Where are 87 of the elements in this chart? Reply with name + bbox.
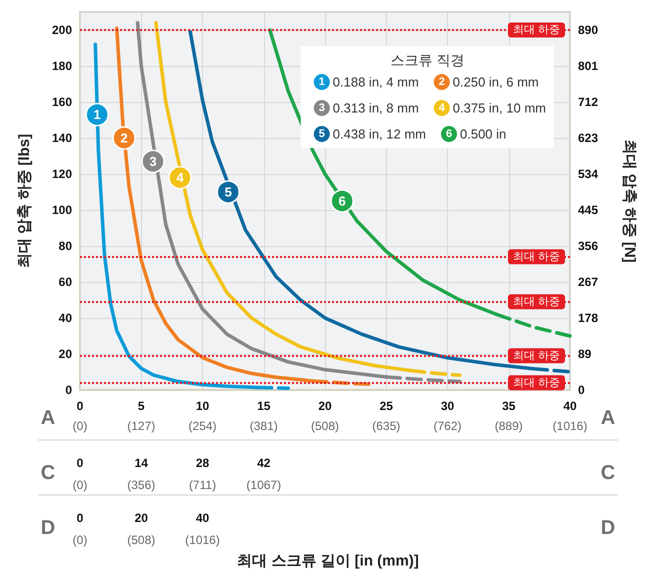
annotation: 3 <box>149 154 157 169</box>
x2-tick-label: (0) <box>72 419 88 433</box>
x-tick-label: 25 <box>380 399 394 413</box>
legend-title: 스크류 직경 <box>390 52 464 68</box>
ref-line-label: 최대 하중 <box>512 250 560 263</box>
annotation: 5 <box>224 184 232 200</box>
x-tick-label: 5 <box>138 399 145 413</box>
ref-line-label: 최대 하중 <box>512 296 560 308</box>
text: 0 <box>76 511 84 525</box>
x2-tick-label: (889) <box>494 419 523 433</box>
text: 28 <box>196 456 210 470</box>
y2-tick-label: 534 <box>578 167 598 181</box>
text: (1067) <box>246 478 282 492</box>
x2-tick-label: (127) <box>127 419 156 433</box>
text: (711) <box>188 478 216 492</box>
y-tick-label: 200 <box>52 23 72 37</box>
y-axis-title: 최대 압축 하중 [lbs] <box>16 134 33 268</box>
text: 5 <box>318 128 325 140</box>
annotation: 4 <box>176 170 184 186</box>
ref-line-label: 최대 하중 <box>512 376 560 389</box>
legend-label: 0.250 in, 6 mm <box>452 74 539 90</box>
y-tick-label: 80 <box>58 239 72 253</box>
text: D <box>600 517 616 539</box>
x-tick-label: 35 <box>502 399 516 413</box>
text: D <box>40 517 56 539</box>
y2-tick-label: 890 <box>578 23 598 37</box>
y2-tick-label: 801 <box>578 59 598 73</box>
y-tick-label: 0 <box>65 383 72 397</box>
text: 2 <box>438 76 445 88</box>
x2-tick-label: (1016) <box>552 419 588 433</box>
legend-label: 0.188 in, 4 mm <box>332 74 419 90</box>
text: 4 <box>438 102 445 114</box>
text: (0) <box>72 533 88 547</box>
annotation: 1 <box>94 107 101 122</box>
text: 40 <box>196 511 210 525</box>
y2-tick-label: 267 <box>578 275 598 289</box>
x-tick-label: 30 <box>440 399 454 413</box>
y2-tick-label: 712 <box>578 95 598 109</box>
x2-tick-label: (381) <box>250 419 278 433</box>
ref-line-label: 최대 하중 <box>512 24 560 36</box>
y2-axis-title: 최대 압축 하중 [N] <box>621 139 638 263</box>
text: 최대 스크류 길이 [in (mm)] <box>237 552 419 570</box>
text: C <box>600 462 616 484</box>
text: (0) <box>72 478 88 492</box>
y2-tick-label: 356 <box>578 239 598 253</box>
annotation: 6 <box>338 194 346 208</box>
annotation: 2 <box>120 130 128 146</box>
text: 3 <box>318 102 325 114</box>
y2-tick-label: 89 <box>578 347 592 361</box>
ref-line-label: 최대 하중 <box>512 350 560 362</box>
y2-tick-label: 0 <box>578 383 585 397</box>
y-tick-label: 20 <box>58 347 72 361</box>
legend-label: 0.500 in <box>460 126 506 142</box>
legend-label: 0.438 in, 12 mm <box>332 126 426 142</box>
y-tick-label: 40 <box>58 311 72 325</box>
y-tick-label: 140 <box>52 131 72 145</box>
x-tick-label: 10 <box>196 399 210 413</box>
x-tick-label: 20 <box>318 399 332 413</box>
text: 42 <box>257 456 271 470</box>
x-tick-label: 0 <box>76 399 84 413</box>
x-tick-label: 40 <box>563 399 577 413</box>
text: A <box>600 407 616 429</box>
y-tick-label: 120 <box>52 167 72 181</box>
y2-tick-label: 445 <box>578 203 598 217</box>
x-tick-label: 15 <box>257 399 271 413</box>
y-tick-label: 60 <box>58 275 72 289</box>
y-tick-label: 100 <box>52 203 72 217</box>
y2-tick-label: 623 <box>578 131 598 145</box>
x2-tick-label: (254) <box>188 419 217 433</box>
x2-tick-label: (508) <box>310 419 340 433</box>
text: 14 <box>134 456 148 470</box>
text: 6 <box>446 128 452 140</box>
legend-label: 0.313 in, 8 mm <box>332 100 419 116</box>
text: 1 <box>318 76 325 88</box>
y-tick-label: 180 <box>52 59 72 73</box>
text: (1016) <box>185 533 220 547</box>
text: 0 <box>76 456 84 470</box>
text: C <box>40 462 56 484</box>
text: A <box>40 407 56 429</box>
x2-tick-label: (762) <box>433 419 462 433</box>
legend-label: 0.375 in, 10 mm <box>452 100 546 116</box>
x2-tick-label: (635) <box>372 419 400 433</box>
text: (508) <box>127 533 156 547</box>
text: (356) <box>127 478 156 492</box>
y-tick-label: 160 <box>52 95 72 109</box>
y2-tick-label: 178 <box>578 311 598 325</box>
text: 20 <box>134 511 148 525</box>
